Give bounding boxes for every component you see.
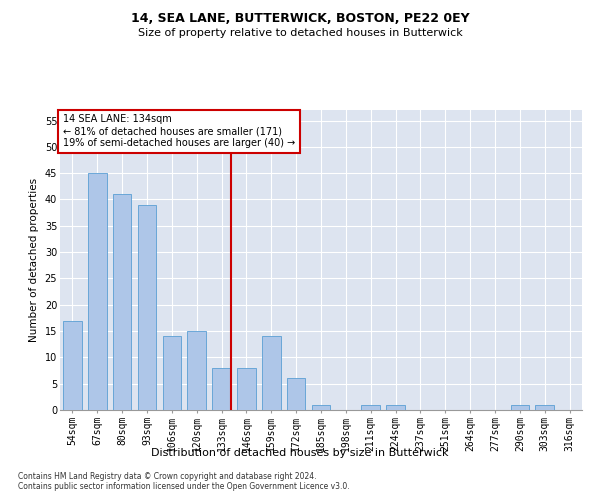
Text: Contains public sector information licensed under the Open Government Licence v3: Contains public sector information licen… — [18, 482, 350, 491]
Y-axis label: Number of detached properties: Number of detached properties — [29, 178, 39, 342]
Bar — [63, 320, 82, 410]
Bar — [113, 194, 131, 410]
Bar — [386, 404, 405, 410]
Bar — [88, 173, 107, 410]
Bar — [361, 404, 380, 410]
Text: 14, SEA LANE, BUTTERWICK, BOSTON, PE22 0EY: 14, SEA LANE, BUTTERWICK, BOSTON, PE22 0… — [131, 12, 469, 26]
Text: Size of property relative to detached houses in Butterwick: Size of property relative to detached ho… — [137, 28, 463, 38]
Bar — [262, 336, 281, 410]
Bar — [163, 336, 181, 410]
Bar — [212, 368, 231, 410]
Text: Distribution of detached houses by size in Butterwick: Distribution of detached houses by size … — [151, 448, 449, 458]
Bar — [187, 331, 206, 410]
Bar — [287, 378, 305, 410]
Bar — [311, 404, 331, 410]
Text: Contains HM Land Registry data © Crown copyright and database right 2024.: Contains HM Land Registry data © Crown c… — [18, 472, 317, 481]
Bar — [535, 404, 554, 410]
Bar — [137, 204, 157, 410]
Bar — [237, 368, 256, 410]
Bar — [511, 404, 529, 410]
Text: 14 SEA LANE: 134sqm
← 81% of detached houses are smaller (171)
19% of semi-detac: 14 SEA LANE: 134sqm ← 81% of detached ho… — [62, 114, 295, 148]
